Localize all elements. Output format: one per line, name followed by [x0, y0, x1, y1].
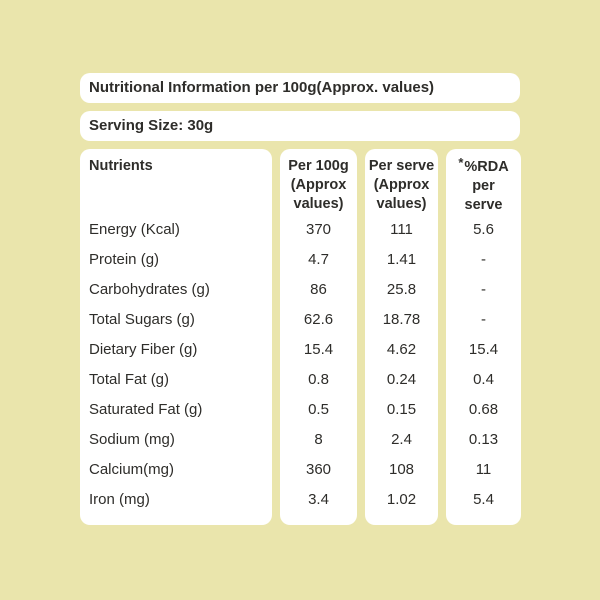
- value-cell: 0.8: [308, 371, 329, 388]
- column-header-line: Per serve: [368, 158, 435, 174]
- nutrient-label: Protein (g): [89, 251, 160, 268]
- value-cell: 360: [305, 461, 332, 478]
- column-header-line: values): [293, 196, 344, 212]
- column-header-line: *%RDA: [458, 155, 509, 175]
- value-cell: 2.4: [391, 431, 412, 448]
- nutrient-label: Total Fat (g): [89, 371, 170, 388]
- value-cell: 0.4: [473, 371, 494, 388]
- value-cell: 86: [310, 281, 327, 298]
- column-header-label: Nutrients: [89, 158, 153, 174]
- value-cell: 11: [475, 461, 492, 478]
- nutrient-rows: Energy (Kcal) Protein (g) Carbohydrates (g…: [80, 215, 272, 515]
- value-cell: 25.8: [386, 281, 417, 298]
- nutrient-label: Calcium(mg): [89, 461, 175, 478]
- nutrient-label: Energy (Kcal): [89, 221, 180, 238]
- value-cell: 62.6: [303, 311, 334, 328]
- per-100g-column: Per 100g (Approx values) 370 4.7 86 62.6 15.…: [280, 149, 357, 525]
- column-header-rda: *%RDA per serve: [446, 155, 521, 215]
- value-cell: 3.4: [308, 491, 329, 508]
- nutrient-label: Carbohydrates (g): [89, 281, 210, 298]
- value-cell: -: [481, 251, 486, 268]
- value-cell: 0.13: [468, 431, 499, 448]
- value-cell: 15.4: [303, 341, 334, 358]
- value-cell: 111: [390, 221, 413, 238]
- nutrient-label: Sodium (mg): [89, 431, 175, 448]
- value-cell: 18.78: [382, 311, 421, 328]
- column-header-line: Per 100g: [288, 158, 349, 174]
- value-cell: -: [481, 311, 486, 328]
- column-header-nutrients: Nutrients: [80, 157, 272, 215]
- per-serve-rows: 111 1.41 25.8 18.78 4.62 0.24 0.15 2.4 108 1.02: [365, 215, 438, 515]
- value-cell: -: [481, 281, 486, 298]
- value-cell: 5.6: [473, 221, 494, 238]
- nutrients-column: Nutrients Energy (Kcal) Protein (g) Carboh…: [80, 149, 272, 525]
- column-header-line: (Approx: [373, 177, 430, 193]
- value-cell: 4.62: [386, 341, 417, 358]
- title-bar: Nutritional Information per 100g(Approx.…: [80, 73, 520, 103]
- asterisk-mark: *: [458, 155, 464, 170]
- per-100g-rows: 370 4.7 86 62.6 15.4 0.8 0.5 8 360 3.4: [280, 215, 357, 515]
- value-cell: 0.5: [308, 401, 329, 418]
- per-serve-column: Per serve (Approx values) 111 1.41 25.8 18.…: [365, 149, 438, 525]
- column-header-line: (Approx: [290, 177, 347, 193]
- value-cell: 108: [388, 461, 415, 478]
- rda-column: *%RDA per serve 5.6- - -15.4 0.4 0.68 0.13 11 5…: [446, 149, 521, 525]
- nutrient-label: Saturated Fat (g): [89, 401, 203, 418]
- nutrient-label: Dietary Fiber (g): [89, 341, 198, 358]
- column-header-line: serve: [464, 197, 503, 213]
- serving-size-bar: Serving Size: 30g: [80, 111, 520, 141]
- value-cell: 15.4: [468, 341, 499, 358]
- value-cell: 1.02: [386, 491, 417, 508]
- column-header-per-100g: Per 100g (Approx values): [280, 157, 357, 215]
- value-cell: 370: [305, 221, 332, 238]
- value-cell: 5.4: [473, 491, 494, 508]
- column-header-line: per: [472, 178, 495, 194]
- nutrition-table: Nutrients Energy (Kcal) Protein (g) Carboh…: [80, 149, 521, 525]
- value-cell: 1.41: [386, 251, 417, 268]
- value-cell: 0.24: [386, 371, 417, 388]
- value-cell: 4.7: [308, 251, 329, 268]
- value-cell: 0.68: [468, 401, 499, 418]
- column-header-line: values): [376, 196, 427, 212]
- column-header-per-serve: Per serve (Approx values): [365, 157, 438, 215]
- rda-rows: 5.6 - - - 15.4 0.4 0.68 0.13 11 5.4: [446, 215, 521, 515]
- nutrient-label: Total Sugars (g): [89, 311, 195, 328]
- value-cell: 8: [314, 431, 323, 448]
- nutrient-label: Iron (mg): [89, 491, 150, 508]
- value-cell: 0.15: [386, 401, 417, 418]
